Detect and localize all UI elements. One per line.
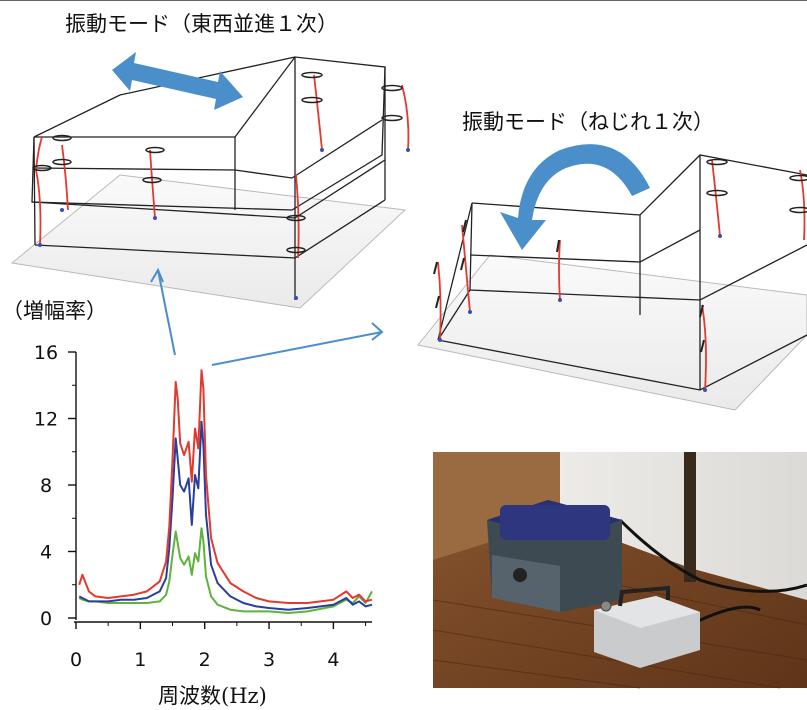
photo-shaker-unit [487,500,622,612]
photo-post [684,452,696,582]
chart-x-tick-label: 3 [263,649,275,671]
chart-series-blue [78,420,373,611]
photo-door-frame [433,452,560,560]
chart-y-tick-label: 12 [34,409,58,431]
torsion-frame [437,154,807,391]
chart-x-tick-label: 0 [70,649,82,671]
torsion-discs [706,158,807,214]
chart-y-tick-label: 4 [40,542,52,564]
photo-controller-box [594,585,700,668]
torsion-curved-arrow [500,144,650,250]
chart-x-tick-label: 2 [199,649,211,671]
chart-x-tick-label: 1 [134,649,146,671]
chart-y-tick-label: 0 [40,608,52,630]
mode-torsion-title: 振動モード（ねじれ１次） [462,110,714,134]
ew-mode-model [10,52,410,309]
chart-series-green [78,527,373,614]
equipment-photo [432,452,807,689]
top-border [0,0,807,1]
ew-frame [31,56,386,300]
ew-floor-plane [10,174,407,309]
photo-wall [560,452,807,600]
photo-cable [618,518,807,593]
torsion-ticks [433,219,705,353]
torsion-floor-plane [417,254,807,411]
x-axis-label: 周波数(Hz) [158,684,267,708]
y-axis-label: （増幅率） [2,299,107,323]
chart-series-red [78,369,373,604]
torsion-mode-shape [437,159,806,391]
ew-node-markers [38,148,410,300]
chart-y-tick-label: 16 [34,342,58,364]
chart-x-tick-label: 4 [327,649,339,671]
ew-double-arrow [112,52,243,110]
pointer-arrows [150,267,384,366]
torsion-mode-model [417,144,807,411]
chart-series [78,369,373,614]
mode-ew-title: 振動モード（東西並進１次） [65,12,338,36]
torsion-node-markers [438,234,722,392]
ew-floor-discs [32,71,403,254]
chart-y-tick-label: 8 [40,475,52,497]
